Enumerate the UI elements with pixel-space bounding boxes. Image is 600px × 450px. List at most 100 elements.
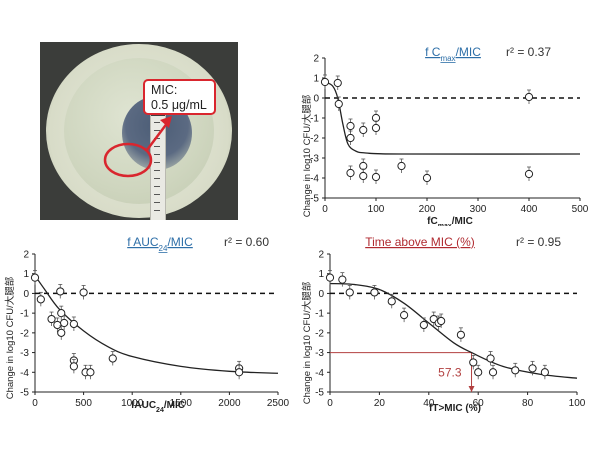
data-point [346, 121, 355, 131]
x-tick-label: 300 [470, 204, 487, 215]
y-tick-label: -5 [310, 194, 319, 205]
data-point [338, 275, 347, 284]
data-point [346, 133, 355, 143]
x-axis-label: fT>MIC (%) [429, 403, 481, 414]
x-axis-label: fAUC24/MIC [131, 400, 185, 414]
fit-curve [324, 81, 581, 155]
r2-label: r² = 0.37 [506, 45, 551, 59]
fit-curve [329, 282, 578, 379]
cutoff-value-label: 57.3 [438, 366, 462, 380]
data-point [371, 123, 381, 133]
data-point [334, 99, 343, 109]
x-axis-label: fCmax/MIC [427, 216, 473, 226]
chart-time-above-mic: Time above MIC (%) r² = 0.95 Change in l… [301, 235, 586, 414]
x-tick-label: 1000 [121, 398, 144, 409]
data-point [456, 330, 466, 339]
data-point [370, 288, 379, 297]
data-point [325, 273, 335, 282]
y-tick-label: 0 [23, 289, 29, 300]
y-tick-label: -4 [310, 174, 319, 185]
y-tick-label: -5 [20, 388, 29, 399]
mic-annotation-box: MIC: 0.5 μg/mL [143, 79, 216, 115]
x-tick-label: 0 [322, 204, 328, 215]
data-point [371, 113, 381, 123]
data-point [540, 368, 549, 377]
y-tick-label: -2 [310, 134, 319, 145]
data-point [486, 354, 495, 363]
y-tick-label: -1 [20, 309, 29, 320]
data-point [36, 295, 45, 304]
data-point [469, 358, 478, 367]
x-tick-label: 500 [75, 398, 92, 409]
y-tick-label: -1 [310, 114, 319, 125]
x-tick-label: 80 [522, 398, 534, 409]
x-tick-label: 100 [569, 398, 586, 409]
y-tick-label: 0 [313, 94, 319, 105]
data-point [511, 366, 520, 375]
y-tick-label: -4 [315, 368, 324, 379]
x-tick-label: 0 [32, 398, 38, 409]
y-tick-label: 2 [318, 250, 324, 261]
fit-curve [34, 275, 279, 374]
data-point [57, 309, 66, 318]
mic-arrow-head [160, 116, 172, 128]
x-tick-label: 2000 [218, 398, 241, 409]
x-tick-label: 2500 [267, 398, 290, 409]
y-tick-label: 1 [313, 74, 319, 85]
x-tick-label: 400 [521, 204, 538, 215]
data-point [57, 328, 66, 337]
mic-highlight-ellipse [103, 142, 153, 178]
chart-title: f Cmax/MIC [425, 45, 481, 63]
x-tick-label: 500 [572, 204, 589, 215]
data-point [346, 168, 355, 178]
data-point [320, 77, 330, 87]
data-point [400, 311, 409, 320]
y-axis-label: Change in log10 CFU/大腿部 [301, 282, 313, 405]
r2-label: r² = 0.60 [224, 235, 269, 249]
y-tick-label: 1 [318, 269, 324, 280]
data-point [79, 288, 88, 297]
y-tick-label: 0 [318, 289, 324, 300]
x-tick-label: 200 [419, 204, 436, 215]
data-point [371, 172, 381, 182]
x-tick-label: 0 [327, 398, 333, 409]
data-point [437, 316, 446, 326]
r2-label: r² = 0.95 [516, 235, 561, 249]
data-point [56, 287, 65, 296]
data-point [86, 368, 95, 377]
y-tick-label: -4 [20, 368, 29, 379]
chart-fauc24-mic: f AUC24/MIC r² = 0.60 Change in log10 CF… [4, 235, 290, 414]
data-point [528, 364, 537, 373]
y-tick-label: -1 [315, 309, 324, 320]
x-tick-label: 60 [473, 398, 485, 409]
y-tick-label: -3 [20, 348, 29, 359]
data-point [333, 78, 342, 88]
x-tick-label: 40 [423, 398, 435, 409]
mic-arrow-line [146, 121, 169, 151]
y-axis-label: Change in log10 CFU/大腿部 [4, 277, 16, 400]
y-tick-label: -3 [310, 154, 319, 165]
chart-title: f AUC24/MIC [127, 235, 193, 253]
data-point [422, 173, 432, 183]
y-axis-label: Change in log10 CFU/大腿部 [301, 95, 313, 218]
data-point [387, 297, 396, 306]
chart-fcmax-mic: f Cmax/MIC r² = 0.37 Change in log10 CFU… [301, 45, 589, 226]
data-point [474, 368, 483, 377]
data-point [359, 125, 368, 135]
data-point [524, 92, 534, 102]
data-point [397, 161, 406, 171]
data-point [359, 161, 368, 171]
data-point [47, 314, 56, 324]
data-point [69, 319, 78, 329]
data-point [524, 169, 534, 179]
data-point [69, 362, 78, 371]
data-point [488, 368, 498, 377]
chart-title: Time above MIC (%) [365, 235, 475, 249]
y-tick-label: 2 [313, 54, 319, 65]
data-point [30, 273, 40, 282]
mic-value: 0.5 μg/mL [151, 98, 207, 112]
data-point [108, 354, 117, 363]
mic-label: MIC: [151, 83, 178, 97]
y-tick-label: -2 [20, 328, 29, 339]
